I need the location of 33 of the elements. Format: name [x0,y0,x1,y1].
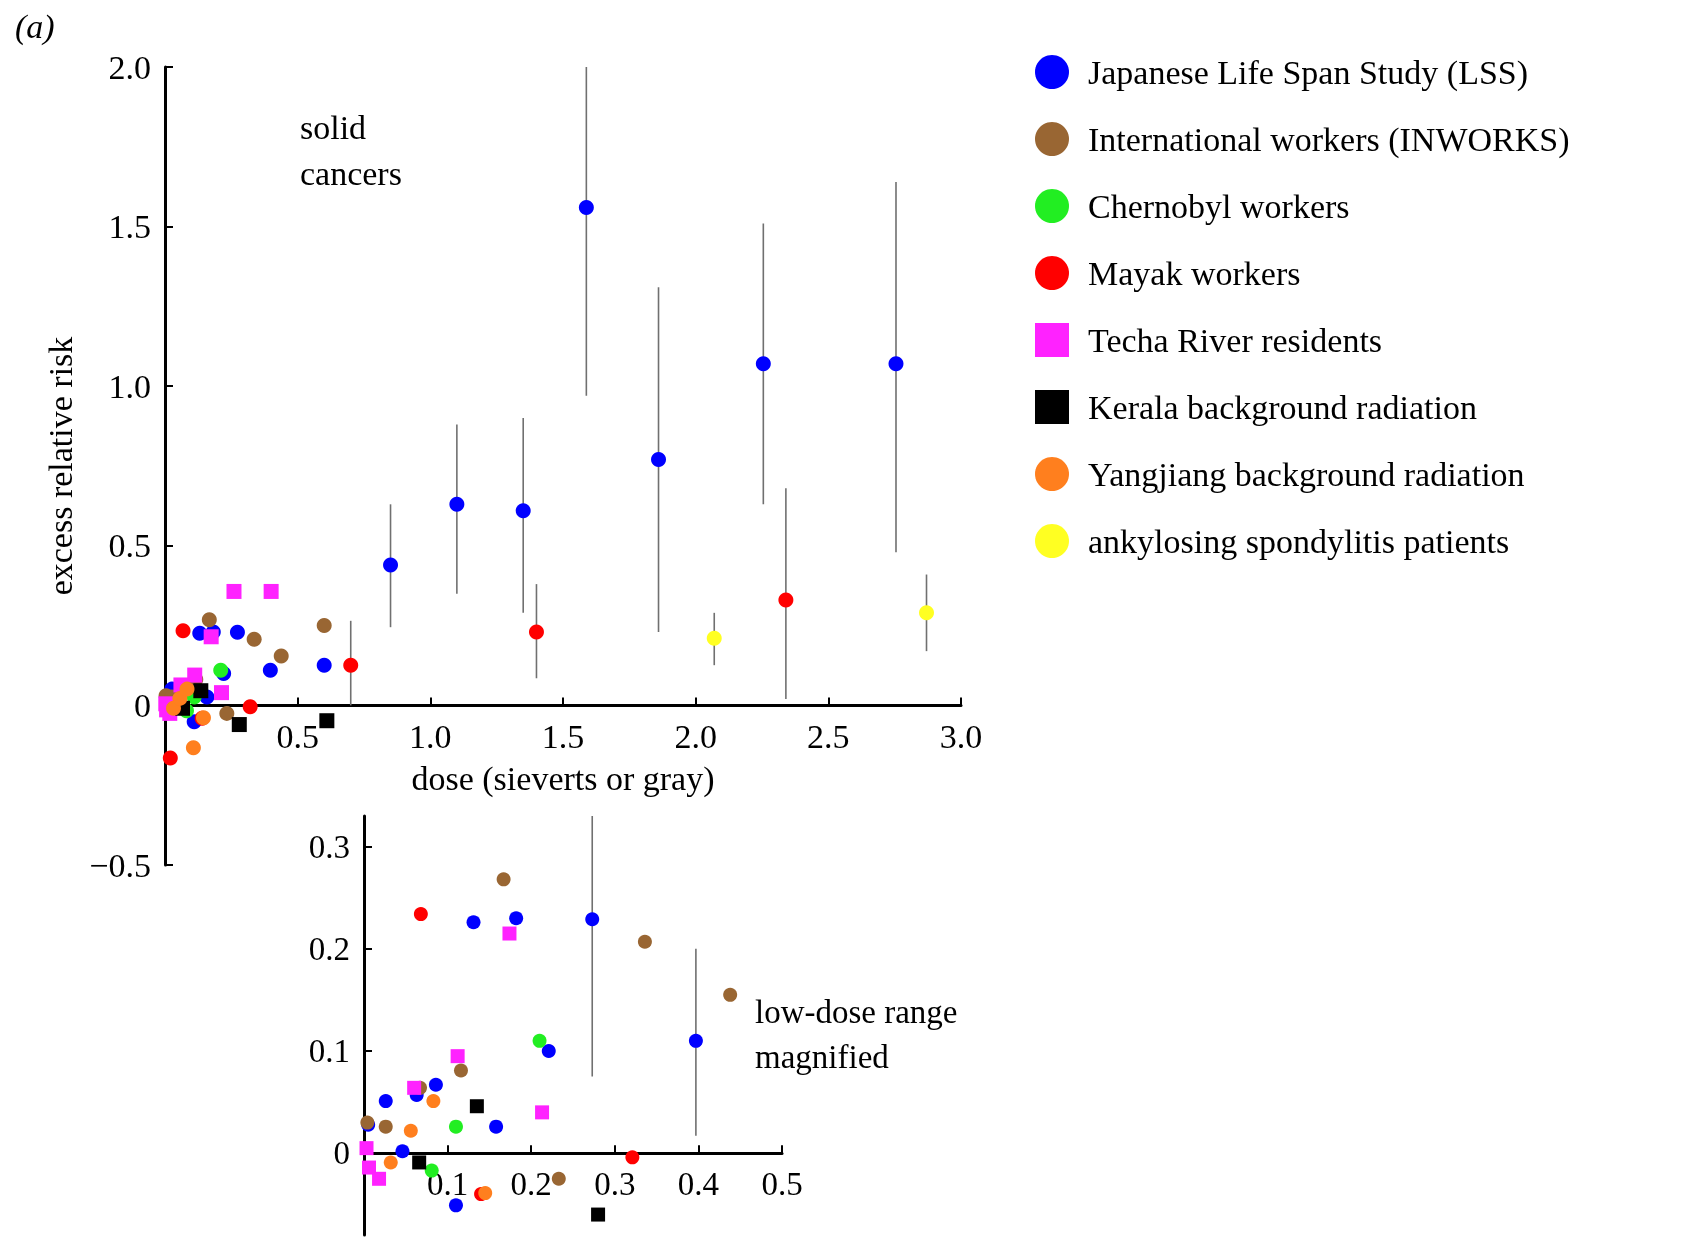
x-tick-label: 0.2 [510,1165,552,1202]
x-tick-label: 0.4 [677,1165,720,1202]
y-tick-label: −0.5 [89,846,151,884]
legend-label: Yangjiang background radiation [1088,455,1525,493]
y-axis-title: excess relative risk [41,336,79,596]
y-tick-label: 0.3 [308,828,350,865]
y-tick-label: 2.0 [108,48,151,86]
y-tick-label: 1.0 [108,367,151,405]
x-tick-label: 0.3 [594,1165,636,1202]
x-tick-label: 1.0 [409,717,452,755]
x-tick-label: 3.0 [939,717,983,755]
legend-label: ankylosing spondylitis patients [1088,522,1510,560]
legend-label: International workers (INWORKS) [1088,120,1570,159]
x-tick-label: 0.5 [276,717,319,755]
y-tick-label: 0.2 [308,930,350,967]
chart-title: (a) [15,7,55,46]
x-axis-title: dose (sieverts or gray) [411,759,715,798]
y-tick-label: 0 [134,686,151,724]
y-tick-label: 0.5 [108,527,151,565]
legend-label: Kerala background radiation [1088,388,1477,426]
legend-label: Japanese Life Span Study (LSS) [1088,53,1529,92]
x-tick-label: 2.0 [674,717,717,755]
y-tick-label: 0.1 [308,1033,350,1070]
x-tick-label: 0.5 [761,1165,803,1202]
annotation: solid cancers [300,109,402,193]
x-tick-label: 1.5 [541,717,585,755]
legend-label: Mayak workers [1088,254,1301,292]
y-tick-label: 1.5 [108,208,151,246]
annotation: low-dose range magnified [755,994,966,1075]
x-tick-label: 2.5 [807,717,850,755]
legend-label: Techa River residents [1088,321,1383,359]
y-tick-label: 0 [333,1135,350,1172]
legend-label: Chernobyl workers [1088,187,1350,225]
